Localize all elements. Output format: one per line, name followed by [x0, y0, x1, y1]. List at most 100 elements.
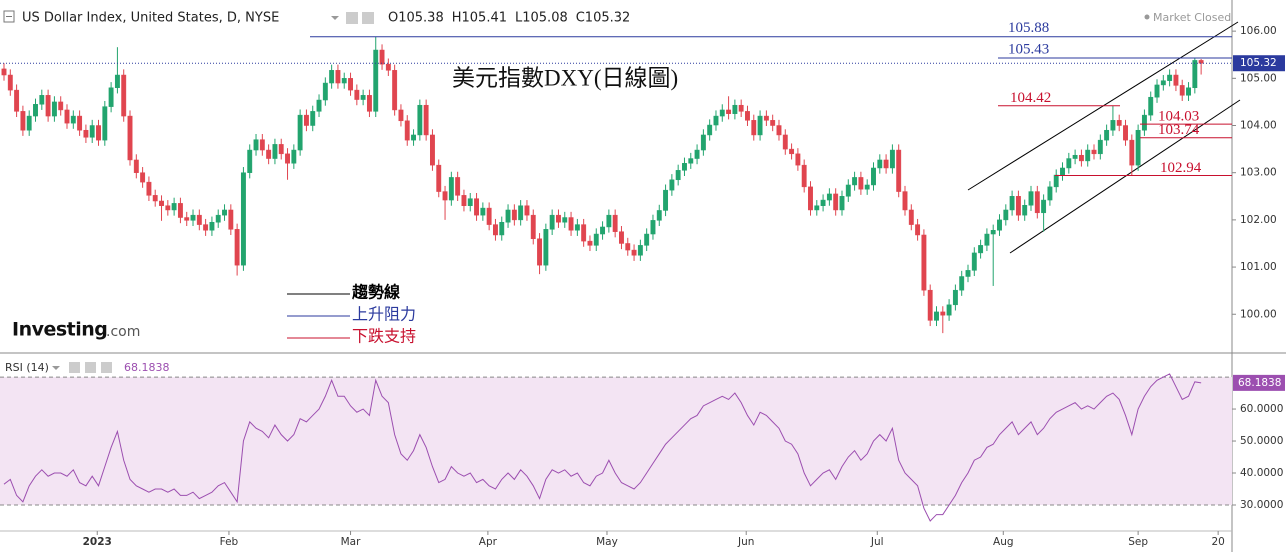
settings-icon[interactable]: [362, 12, 374, 24]
candle-body: [1192, 60, 1198, 89]
y-tick-label: 102.00: [1240, 214, 1277, 226]
legend-label: 上升阻力: [352, 306, 416, 324]
candle-body: [335, 70, 341, 84]
candle-body: [461, 195, 467, 206]
dropdown-icon[interactable]: [331, 16, 339, 20]
candle-body: [625, 243, 631, 251]
candle-body: [26, 115, 32, 131]
candle-body: [114, 74, 120, 89]
candle-body: [366, 95, 372, 112]
candle-body: [965, 270, 971, 277]
ohlc-value: O105.38: [388, 11, 444, 26]
candle-body: [845, 184, 851, 197]
candle-body: [505, 209, 511, 223]
candle-body: [808, 186, 813, 211]
candle-body: [341, 78, 347, 84]
y-tick-label: 40.0000: [1240, 467, 1283, 479]
candle-body: [934, 311, 939, 321]
candle-body: [738, 104, 744, 112]
dropdown-icon[interactable]: [52, 366, 60, 370]
candle-body: [518, 205, 524, 221]
candle-body: [228, 209, 234, 230]
brand-logo: Investing: [12, 319, 107, 341]
candle-body: [171, 203, 177, 211]
candle-body: [1041, 199, 1047, 214]
candle-body: [442, 191, 448, 201]
candle-body: [423, 104, 429, 136]
candle-body: [83, 129, 89, 138]
legend-label: 趨勢線: [351, 283, 400, 302]
candle-body: [159, 200, 164, 206]
candle-body: [1167, 74, 1173, 81]
y-tick-label: 30.0000: [1240, 499, 1283, 511]
settings-icon[interactable]: [69, 362, 80, 373]
candle-body: [1129, 139, 1135, 166]
x-tick-label: Aug: [993, 536, 1014, 548]
candle-body: [379, 49, 385, 65]
candle-body: [864, 184, 870, 190]
collapse-icon[interactable]: [3, 10, 15, 23]
last-price-label: 105.32: [1240, 57, 1277, 69]
x-tick-label: 2023: [83, 536, 112, 548]
candle-body: [776, 125, 782, 136]
candle-body: [820, 199, 826, 206]
candle-body: [978, 245, 984, 254]
candle-body: [310, 111, 316, 126]
candle-body: [600, 226, 606, 235]
candle-body: [77, 115, 83, 131]
candle-body: [480, 207, 486, 216]
candle-body: [89, 125, 95, 138]
rsi-tag: [1233, 374, 1285, 391]
candle-body: [770, 120, 776, 126]
candle-body: [713, 115, 719, 126]
candle-body: [1015, 196, 1021, 216]
candle-body: [1, 68, 7, 76]
candle-body: [96, 125, 101, 141]
candle-body: [285, 153, 290, 164]
candle-body: [240, 172, 246, 266]
candle-body: [7, 74, 13, 91]
settings-icon[interactable]: [85, 362, 96, 373]
candle-body: [524, 205, 530, 216]
candle-body: [58, 101, 64, 111]
y-tick-label: 103.00: [1240, 167, 1277, 179]
candle-body: [14, 89, 20, 112]
candle-body: [102, 106, 108, 141]
candle-body: [127, 115, 133, 161]
candle-body: [234, 229, 240, 266]
candle-body: [499, 221, 505, 236]
candle-body: [852, 177, 858, 186]
candle-body: [511, 209, 517, 221]
rsi-line: [3, 373, 1202, 522]
candle-body: [858, 177, 864, 190]
candle-body: [1022, 205, 1028, 216]
candle-body: [177, 203, 183, 218]
candle-body: [247, 149, 253, 173]
candle-body: [782, 134, 788, 150]
candle-body: [1110, 120, 1116, 131]
candle-body: [745, 111, 750, 121]
symbol: US Dollar Index, United States, D, NYSE: [22, 11, 279, 26]
settings-icon[interactable]: [346, 12, 358, 24]
candle-body: [45, 95, 51, 117]
candle-body: [971, 252, 977, 271]
settings-icon[interactable]: [101, 362, 112, 373]
candle-body: [1154, 84, 1160, 98]
candle-body: [184, 217, 190, 221]
candle-body: [927, 289, 933, 321]
candle-body: [921, 234, 927, 291]
candle-body: [448, 177, 454, 201]
candle-body: [467, 198, 473, 206]
candle-body: [404, 120, 410, 141]
candle-body: [1116, 120, 1122, 126]
candle-body: [543, 229, 549, 266]
candle-body: [619, 231, 624, 244]
candle-body: [757, 115, 763, 136]
rsi-tag-label: 68.1838: [1238, 377, 1281, 389]
candle-body: [417, 104, 423, 136]
x-tick-label: Apr: [479, 536, 498, 548]
candle-body: [530, 214, 536, 240]
candle-body: [1104, 129, 1110, 141]
